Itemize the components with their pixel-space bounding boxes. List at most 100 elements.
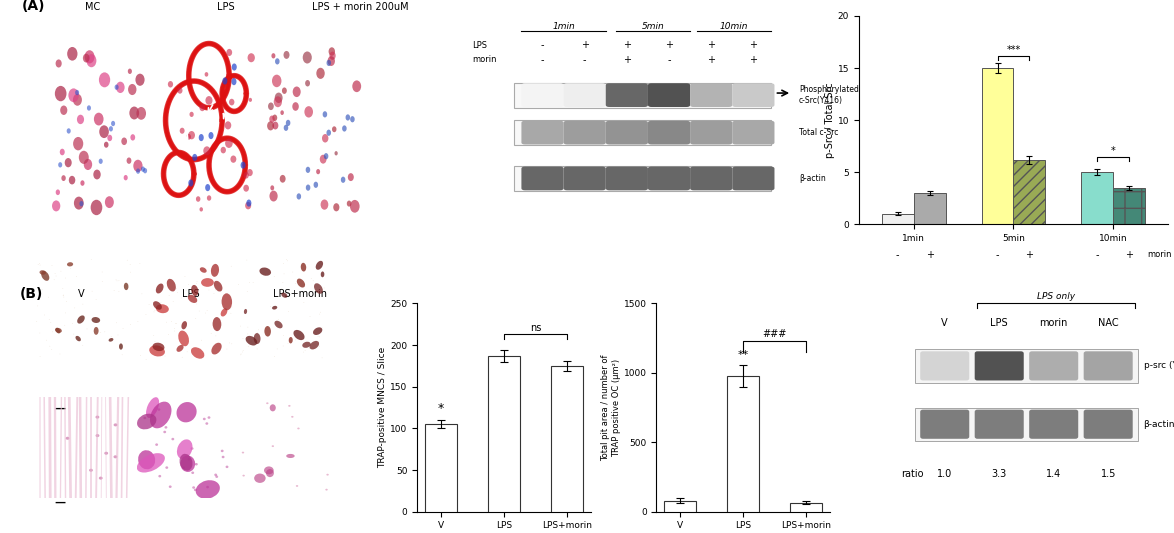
Ellipse shape — [321, 199, 329, 209]
Text: +: + — [707, 40, 715, 50]
FancyBboxPatch shape — [974, 410, 1024, 439]
Ellipse shape — [119, 343, 123, 350]
Ellipse shape — [83, 54, 89, 62]
Ellipse shape — [303, 52, 312, 63]
Ellipse shape — [332, 126, 337, 132]
Text: +: + — [925, 251, 933, 260]
Ellipse shape — [77, 115, 85, 124]
Text: p-src (Y416): p-src (Y416) — [1143, 361, 1174, 370]
Ellipse shape — [241, 161, 245, 169]
Ellipse shape — [294, 330, 304, 340]
Ellipse shape — [319, 155, 326, 164]
Ellipse shape — [212, 317, 222, 331]
Text: (B): (B) — [20, 287, 43, 301]
Ellipse shape — [196, 196, 201, 202]
Ellipse shape — [171, 438, 174, 440]
Ellipse shape — [329, 47, 335, 56]
FancyBboxPatch shape — [1084, 351, 1133, 381]
Ellipse shape — [284, 125, 289, 131]
Text: 1.5: 1.5 — [1100, 469, 1115, 479]
Y-axis label: p-Src / Total Src: p-Src / Total Src — [825, 82, 835, 158]
Ellipse shape — [146, 397, 160, 418]
Text: —: — — [54, 403, 66, 414]
Ellipse shape — [156, 284, 163, 294]
Text: ratio: ratio — [902, 469, 924, 479]
Text: 1.4: 1.4 — [1046, 469, 1061, 479]
Ellipse shape — [283, 51, 290, 59]
Ellipse shape — [149, 345, 164, 357]
Ellipse shape — [166, 466, 168, 469]
Ellipse shape — [74, 197, 83, 209]
Ellipse shape — [153, 301, 162, 310]
Text: +: + — [749, 40, 757, 50]
Ellipse shape — [266, 402, 269, 404]
Text: 5min: 5min — [642, 22, 664, 31]
Ellipse shape — [180, 454, 193, 471]
Ellipse shape — [67, 128, 70, 134]
Ellipse shape — [150, 401, 171, 429]
Ellipse shape — [335, 151, 338, 156]
Ellipse shape — [112, 121, 115, 126]
Ellipse shape — [304, 106, 313, 118]
Text: +: + — [1025, 251, 1033, 260]
Ellipse shape — [188, 295, 197, 303]
Ellipse shape — [75, 336, 81, 341]
Ellipse shape — [272, 75, 282, 87]
Text: *: * — [438, 402, 444, 415]
Ellipse shape — [264, 466, 274, 474]
Ellipse shape — [286, 454, 295, 458]
Ellipse shape — [225, 466, 229, 468]
Text: LPS: LPS — [217, 2, 235, 12]
FancyBboxPatch shape — [648, 83, 690, 107]
Ellipse shape — [316, 169, 321, 174]
Ellipse shape — [272, 115, 277, 121]
Ellipse shape — [333, 203, 339, 212]
Text: ###: ### — [762, 329, 787, 339]
Ellipse shape — [203, 147, 210, 155]
Ellipse shape — [203, 418, 205, 420]
Ellipse shape — [305, 80, 310, 86]
Text: LPS + morin 200uM: LPS + morin 200uM — [312, 2, 409, 12]
Ellipse shape — [352, 80, 362, 92]
FancyBboxPatch shape — [564, 83, 606, 107]
Ellipse shape — [221, 450, 223, 452]
Ellipse shape — [108, 338, 114, 342]
Ellipse shape — [214, 473, 217, 476]
Ellipse shape — [207, 486, 209, 488]
Ellipse shape — [121, 138, 127, 145]
Text: +: + — [707, 55, 715, 64]
Bar — [882, 214, 913, 224]
Ellipse shape — [272, 306, 277, 310]
Ellipse shape — [243, 172, 249, 179]
Ellipse shape — [191, 347, 204, 359]
Ellipse shape — [254, 333, 261, 344]
FancyBboxPatch shape — [920, 410, 970, 439]
Ellipse shape — [227, 49, 232, 56]
Ellipse shape — [297, 427, 299, 430]
Ellipse shape — [242, 451, 244, 454]
Text: LPS: LPS — [472, 41, 487, 50]
Ellipse shape — [302, 342, 311, 348]
FancyBboxPatch shape — [521, 121, 564, 144]
Ellipse shape — [204, 72, 208, 77]
Ellipse shape — [330, 52, 336, 60]
Ellipse shape — [77, 316, 85, 324]
Bar — [664, 500, 696, 512]
Ellipse shape — [87, 54, 96, 67]
FancyBboxPatch shape — [920, 351, 970, 381]
Ellipse shape — [130, 134, 135, 141]
Ellipse shape — [193, 154, 197, 161]
Ellipse shape — [198, 134, 204, 141]
Ellipse shape — [191, 285, 198, 296]
Text: MC: MC — [85, 2, 100, 12]
FancyBboxPatch shape — [1030, 351, 1078, 381]
Ellipse shape — [211, 343, 222, 354]
Ellipse shape — [89, 469, 93, 472]
Ellipse shape — [200, 207, 203, 212]
Text: -: - — [583, 55, 587, 64]
Ellipse shape — [301, 263, 306, 271]
Ellipse shape — [194, 489, 197, 491]
FancyBboxPatch shape — [606, 167, 648, 190]
Ellipse shape — [94, 327, 99, 335]
Ellipse shape — [221, 308, 228, 317]
